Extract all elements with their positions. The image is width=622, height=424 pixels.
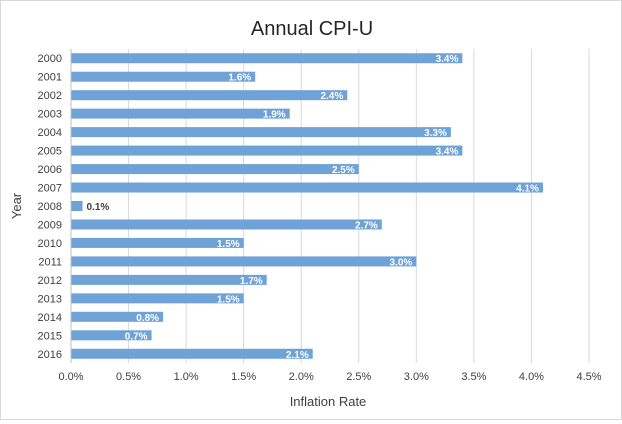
- gridlines: [128, 49, 590, 363]
- data-label: 2.1%: [286, 350, 309, 361]
- bar: [71, 127, 451, 138]
- x-tick-label: 2.5%: [346, 371, 371, 383]
- y-tick-label: 2010: [38, 238, 62, 250]
- x-tick-label: 3.0%: [404, 371, 429, 383]
- bar: [71, 53, 463, 64]
- y-axis-title: Year: [9, 192, 24, 219]
- data-label: 1.6%: [228, 73, 251, 84]
- bar: [71, 330, 152, 341]
- x-axis-title: Inflation Rate: [290, 394, 367, 409]
- y-tick-label: 2006: [38, 164, 62, 176]
- bar: [71, 293, 244, 304]
- data-labels: 3.4% 1.6% 2.4% 1.9% 3.3% 3.4% 2.5% 4.1% 0.1% 2.7%…: [87, 54, 540, 361]
- bar: [71, 311, 164, 322]
- bar: [71, 90, 348, 101]
- x-tick-label: 4.5%: [576, 371, 601, 383]
- chart-title: Annual CPI-U: [251, 18, 373, 40]
- bars: [71, 53, 543, 359]
- bar: [71, 274, 267, 285]
- x-tick-label: 1.5%: [231, 371, 256, 383]
- bar: [71, 256, 417, 267]
- data-label: 0.8%: [136, 313, 159, 324]
- bar: [71, 348, 313, 359]
- data-label: 3.4%: [436, 54, 459, 65]
- y-tick-label: 2003: [38, 109, 62, 121]
- bar: [71, 108, 290, 119]
- x-tick-label: 0.0%: [58, 371, 83, 383]
- y-tick-label: 2016: [38, 349, 62, 361]
- data-label: 2.4%: [320, 91, 343, 102]
- bar: [71, 182, 543, 193]
- y-tick-label: 2012: [38, 275, 62, 287]
- data-label: 1.5%: [217, 294, 240, 305]
- y-tick-label: 2005: [38, 146, 62, 158]
- y-tick-label: 2008: [38, 201, 62, 213]
- y-tick-label: 2000: [38, 53, 62, 65]
- bar: [71, 164, 359, 175]
- data-label: 2.5%: [332, 165, 355, 176]
- x-tick-label: 2.0%: [289, 371, 314, 383]
- data-label: 1.7%: [240, 276, 263, 287]
- data-label: 3.4%: [436, 147, 459, 158]
- x-tick-label: 0.5%: [116, 371, 141, 383]
- y-tick-labels: 2000 2001 2002 2003 2004 2005 2006 2007 2008 2009…: [38, 53, 62, 361]
- y-tick-label: 2009: [38, 219, 62, 231]
- bar: [71, 71, 256, 82]
- x-tick-label: 1.0%: [174, 371, 199, 383]
- y-tick-label: 2014: [38, 312, 62, 324]
- data-label: 0.1%: [87, 202, 110, 213]
- y-tick-label: 2013: [38, 293, 62, 305]
- data-label: 1.5%: [217, 239, 240, 250]
- y-tick-label: 2002: [38, 90, 62, 102]
- data-label: 3.0%: [390, 257, 413, 268]
- data-label: 4.1%: [516, 184, 539, 195]
- bar: [71, 145, 463, 156]
- x-tick-label: 3.5%: [461, 371, 486, 383]
- data-label: 3.3%: [424, 128, 447, 139]
- bar: [71, 219, 382, 230]
- y-tick-label: 2001: [38, 72, 62, 84]
- y-tick-label: 2015: [38, 330, 62, 342]
- data-label: 0.7%: [125, 331, 148, 342]
- data-label: 2.7%: [355, 220, 378, 231]
- bar: [71, 201, 83, 211]
- y-tick-label: 2007: [38, 183, 62, 195]
- y-tick-label: 2004: [38, 127, 62, 139]
- x-tick-label: 4.0%: [519, 371, 544, 383]
- y-tick-label: 2011: [38, 256, 62, 268]
- data-label: 1.9%: [263, 110, 286, 121]
- x-tick-labels: 0.0% 0.5% 1.0% 1.5% 2.0% 2.5% 3.0% 3.5% 4.0% 4.5%: [58, 371, 601, 383]
- bar: [71, 237, 244, 248]
